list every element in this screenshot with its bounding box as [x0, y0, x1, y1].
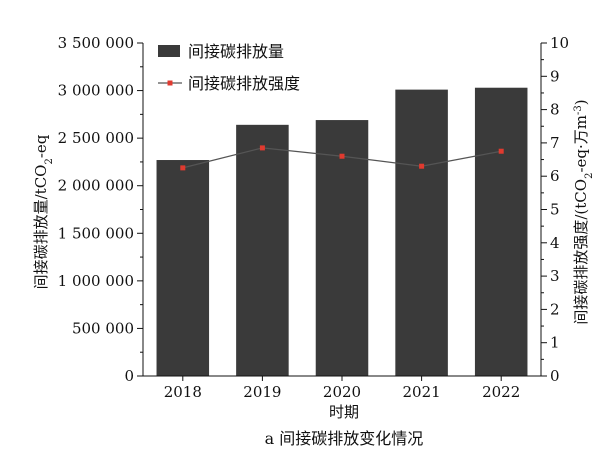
y-left-tick-label: 500 000	[72, 319, 134, 337]
bar-series	[156, 87, 528, 377]
y-right-tick-label: 8	[550, 101, 560, 119]
y-right-tick-label: 7	[550, 134, 560, 152]
y-right-tick-label: 2	[550, 300, 560, 318]
legend-bar-swatch	[158, 45, 180, 57]
y-axis-right-label: 间接碳排放强度/(tCO2-eq·万m-3)	[572, 99, 595, 324]
y-left-tick-label: 2 500 000	[58, 129, 134, 147]
y-left-tick-label: 1 500 000	[58, 224, 134, 242]
line-series	[180, 145, 504, 171]
y-right-tick-label: 0	[550, 367, 560, 385]
y-right-tick-label: 6	[550, 167, 560, 185]
y-left-tick-label: 2 000 000	[58, 177, 134, 195]
axes: 0 500 000 1 000 000 1 500 000 2 000 000 2 500…	[58, 34, 569, 401]
x-tick-label: 2020	[323, 383, 361, 401]
x-tick-label: 2019	[243, 383, 281, 401]
y-right-tick-label: 5	[550, 201, 560, 219]
y-right-tick-label: 1	[550, 334, 560, 352]
intensity-point-2021	[419, 163, 425, 169]
y-left-tick-label: 1 000 000	[58, 272, 134, 290]
y-right-tick-label: 3	[550, 267, 560, 285]
legend-line-label: 间接碳排放强度	[188, 74, 300, 93]
y-left-tick-label: 3 500 000	[58, 34, 134, 52]
bar-2018	[156, 160, 210, 376]
x-tick-label: 2022	[482, 383, 520, 401]
bar-2020	[315, 120, 369, 377]
y-right-tick-label: 10	[550, 34, 569, 52]
legend-bar-label: 间接碳排放量	[188, 42, 284, 61]
x-tick-label: 2018	[164, 383, 202, 401]
intensity-point-2019	[259, 145, 265, 151]
x-axis-label: 时期	[329, 403, 359, 421]
chart-caption: a 间接碳排放变化情况	[265, 429, 424, 448]
intensity-point-2020	[339, 153, 345, 159]
x-tick-label: 2021	[403, 383, 441, 401]
bar-2019	[236, 124, 289, 376]
y-axis-left-label: 间接碳排放量/tCO2-eq	[32, 134, 55, 289]
intensity-point-2022	[498, 148, 504, 154]
legend-line-marker	[167, 80, 173, 86]
bar-2021	[395, 89, 448, 377]
y-right-tick-label: 4	[550, 234, 560, 252]
bar-2022	[474, 87, 528, 377]
y-right-tick-label: 9	[550, 67, 560, 85]
y-left-tick-label: 3 000 000	[58, 82, 134, 100]
intensity-point-2018	[180, 165, 186, 171]
y-left-tick-label: 0	[124, 367, 134, 385]
